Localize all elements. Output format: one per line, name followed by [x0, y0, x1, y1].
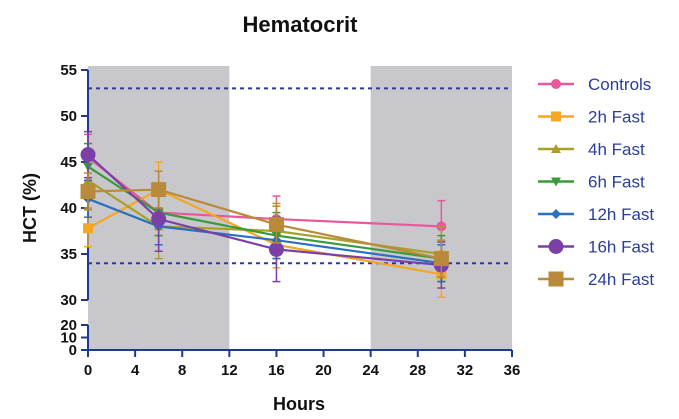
- x-tick-label-24: 24: [362, 362, 379, 379]
- legend-item-12h-fast: 12h Fast: [538, 205, 654, 224]
- x-tick-label-8: 8: [178, 362, 186, 379]
- point-24h-fast-6: [151, 182, 167, 198]
- legend-item-2h-fast: 2h Fast: [538, 108, 645, 127]
- legend-label-controls: Controls: [588, 75, 651, 94]
- legend-marker-4h-fast: [551, 144, 561, 153]
- point-16h-fast-6: [151, 211, 167, 227]
- point-16h-fast-0: [80, 147, 96, 163]
- x-tick-label-16: 16: [268, 362, 285, 379]
- x-tick-label-12: 12: [221, 362, 238, 379]
- y-tick-label-55: 55: [60, 62, 77, 79]
- legend-label-16h-fast: 16h Fast: [588, 238, 654, 257]
- point-24h-fast-30: [433, 251, 449, 267]
- series-line-24h-fast: [87, 188, 442, 260]
- legend-marker-6h-fast: [551, 177, 561, 187]
- legend-label-6h-fast: 6h Fast: [588, 173, 645, 192]
- legend-item-controls: Controls: [538, 75, 651, 94]
- point-24h-fast-16: [268, 217, 284, 233]
- series-layer: [80, 130, 449, 298]
- point-2h-fast-0: [83, 223, 93, 234]
- series-24h-fast: [80, 170, 449, 278]
- y-axis-title: HCT (%): [20, 173, 40, 243]
- y-tick-label-0: 0: [69, 342, 77, 359]
- y-tick-label-35: 35: [60, 246, 77, 263]
- x-tick-label-4: 4: [131, 362, 140, 379]
- chart-title: Hematocrit: [243, 12, 359, 37]
- y-tick-label-20: 20: [60, 317, 77, 334]
- x-axis-title: Hours: [273, 394, 325, 414]
- legend-label-4h-fast: 4h Fast: [588, 140, 645, 159]
- legend-marker-controls: [551, 79, 561, 89]
- legend-marker-2h-fast: [551, 111, 561, 122]
- legend-item-16h-fast: 16h Fast: [538, 238, 654, 257]
- x-tick-label-20: 20: [315, 362, 332, 379]
- x-tick-label-36: 36: [504, 362, 521, 379]
- y-tick-label-30: 30: [60, 292, 77, 309]
- point-16h-fast-16: [268, 241, 284, 257]
- x-tick-label-0: 0: [84, 362, 92, 379]
- legend-label-2h-fast: 2h Fast: [588, 108, 645, 127]
- point-24h-fast-0: [80, 183, 96, 199]
- legend-marker-16h-fast: [548, 239, 564, 254]
- y-tick-label-10: 10: [60, 330, 77, 347]
- series-line-2h-fast: [87, 188, 442, 276]
- x-tick-label-32: 32: [457, 362, 474, 379]
- series-line-16h-fast: [87, 153, 442, 267]
- legend-item-4h-fast: 4h Fast: [538, 140, 645, 159]
- y-tick-label-50: 50: [60, 108, 77, 125]
- y-tick-label-40: 40: [60, 200, 77, 217]
- legend-marker-12h-fast: [551, 209, 561, 219]
- legend-marker-24h-fast: [548, 271, 564, 287]
- y-tick-label-45: 45: [60, 154, 77, 171]
- legend: Controls 2h Fast 4h Fast 6h Fast 12h Fast 16h…: [538, 75, 654, 289]
- legend-label-24h-fast: 24h Fast: [588, 270, 654, 289]
- legend-label-12h-fast: 12h Fast: [588, 205, 654, 224]
- series-line-controls: [87, 156, 442, 228]
- x-tick-label-28: 28: [409, 362, 426, 379]
- legend-item-24h-fast: 24h Fast: [538, 270, 654, 289]
- legend-item-6h-fast: 6h Fast: [538, 173, 645, 192]
